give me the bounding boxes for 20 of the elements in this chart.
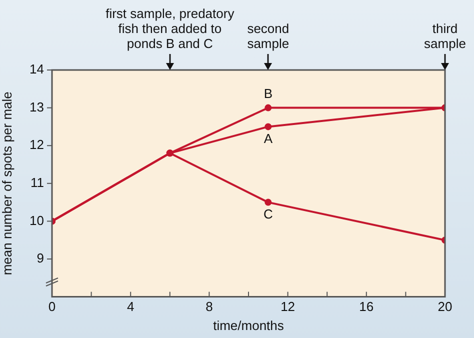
- series-label: C: [263, 206, 273, 222]
- x-tick-label: 4: [126, 299, 134, 314]
- text: third sample: [424, 21, 466, 51]
- y-tick-label: 9: [36, 250, 44, 266]
- x-tick-label: 8: [206, 299, 213, 314]
- y-tick-label: 13: [30, 99, 44, 114]
- y-tick-label: 12: [30, 137, 44, 152]
- text: first sample, predatory fish then added to ponds B and C: [106, 6, 235, 51]
- text: second sample: [247, 21, 290, 51]
- x-tick-label: 0: [48, 299, 56, 314]
- x-tick-label: 16: [359, 299, 374, 314]
- y-tick-label: 14: [30, 62, 44, 77]
- y-axis-title: mean number of spots per male: [0, 92, 14, 276]
- y-tick-label: 11: [30, 174, 44, 190]
- series-label: A: [264, 130, 273, 146]
- x-tick-label: 20: [438, 299, 452, 314]
- series-label: B: [264, 86, 272, 101]
- y-tick-label: 10: [30, 212, 44, 228]
- x-tick-label: 12: [280, 299, 296, 314]
- x-axis-title: time/months: [213, 318, 284, 333]
